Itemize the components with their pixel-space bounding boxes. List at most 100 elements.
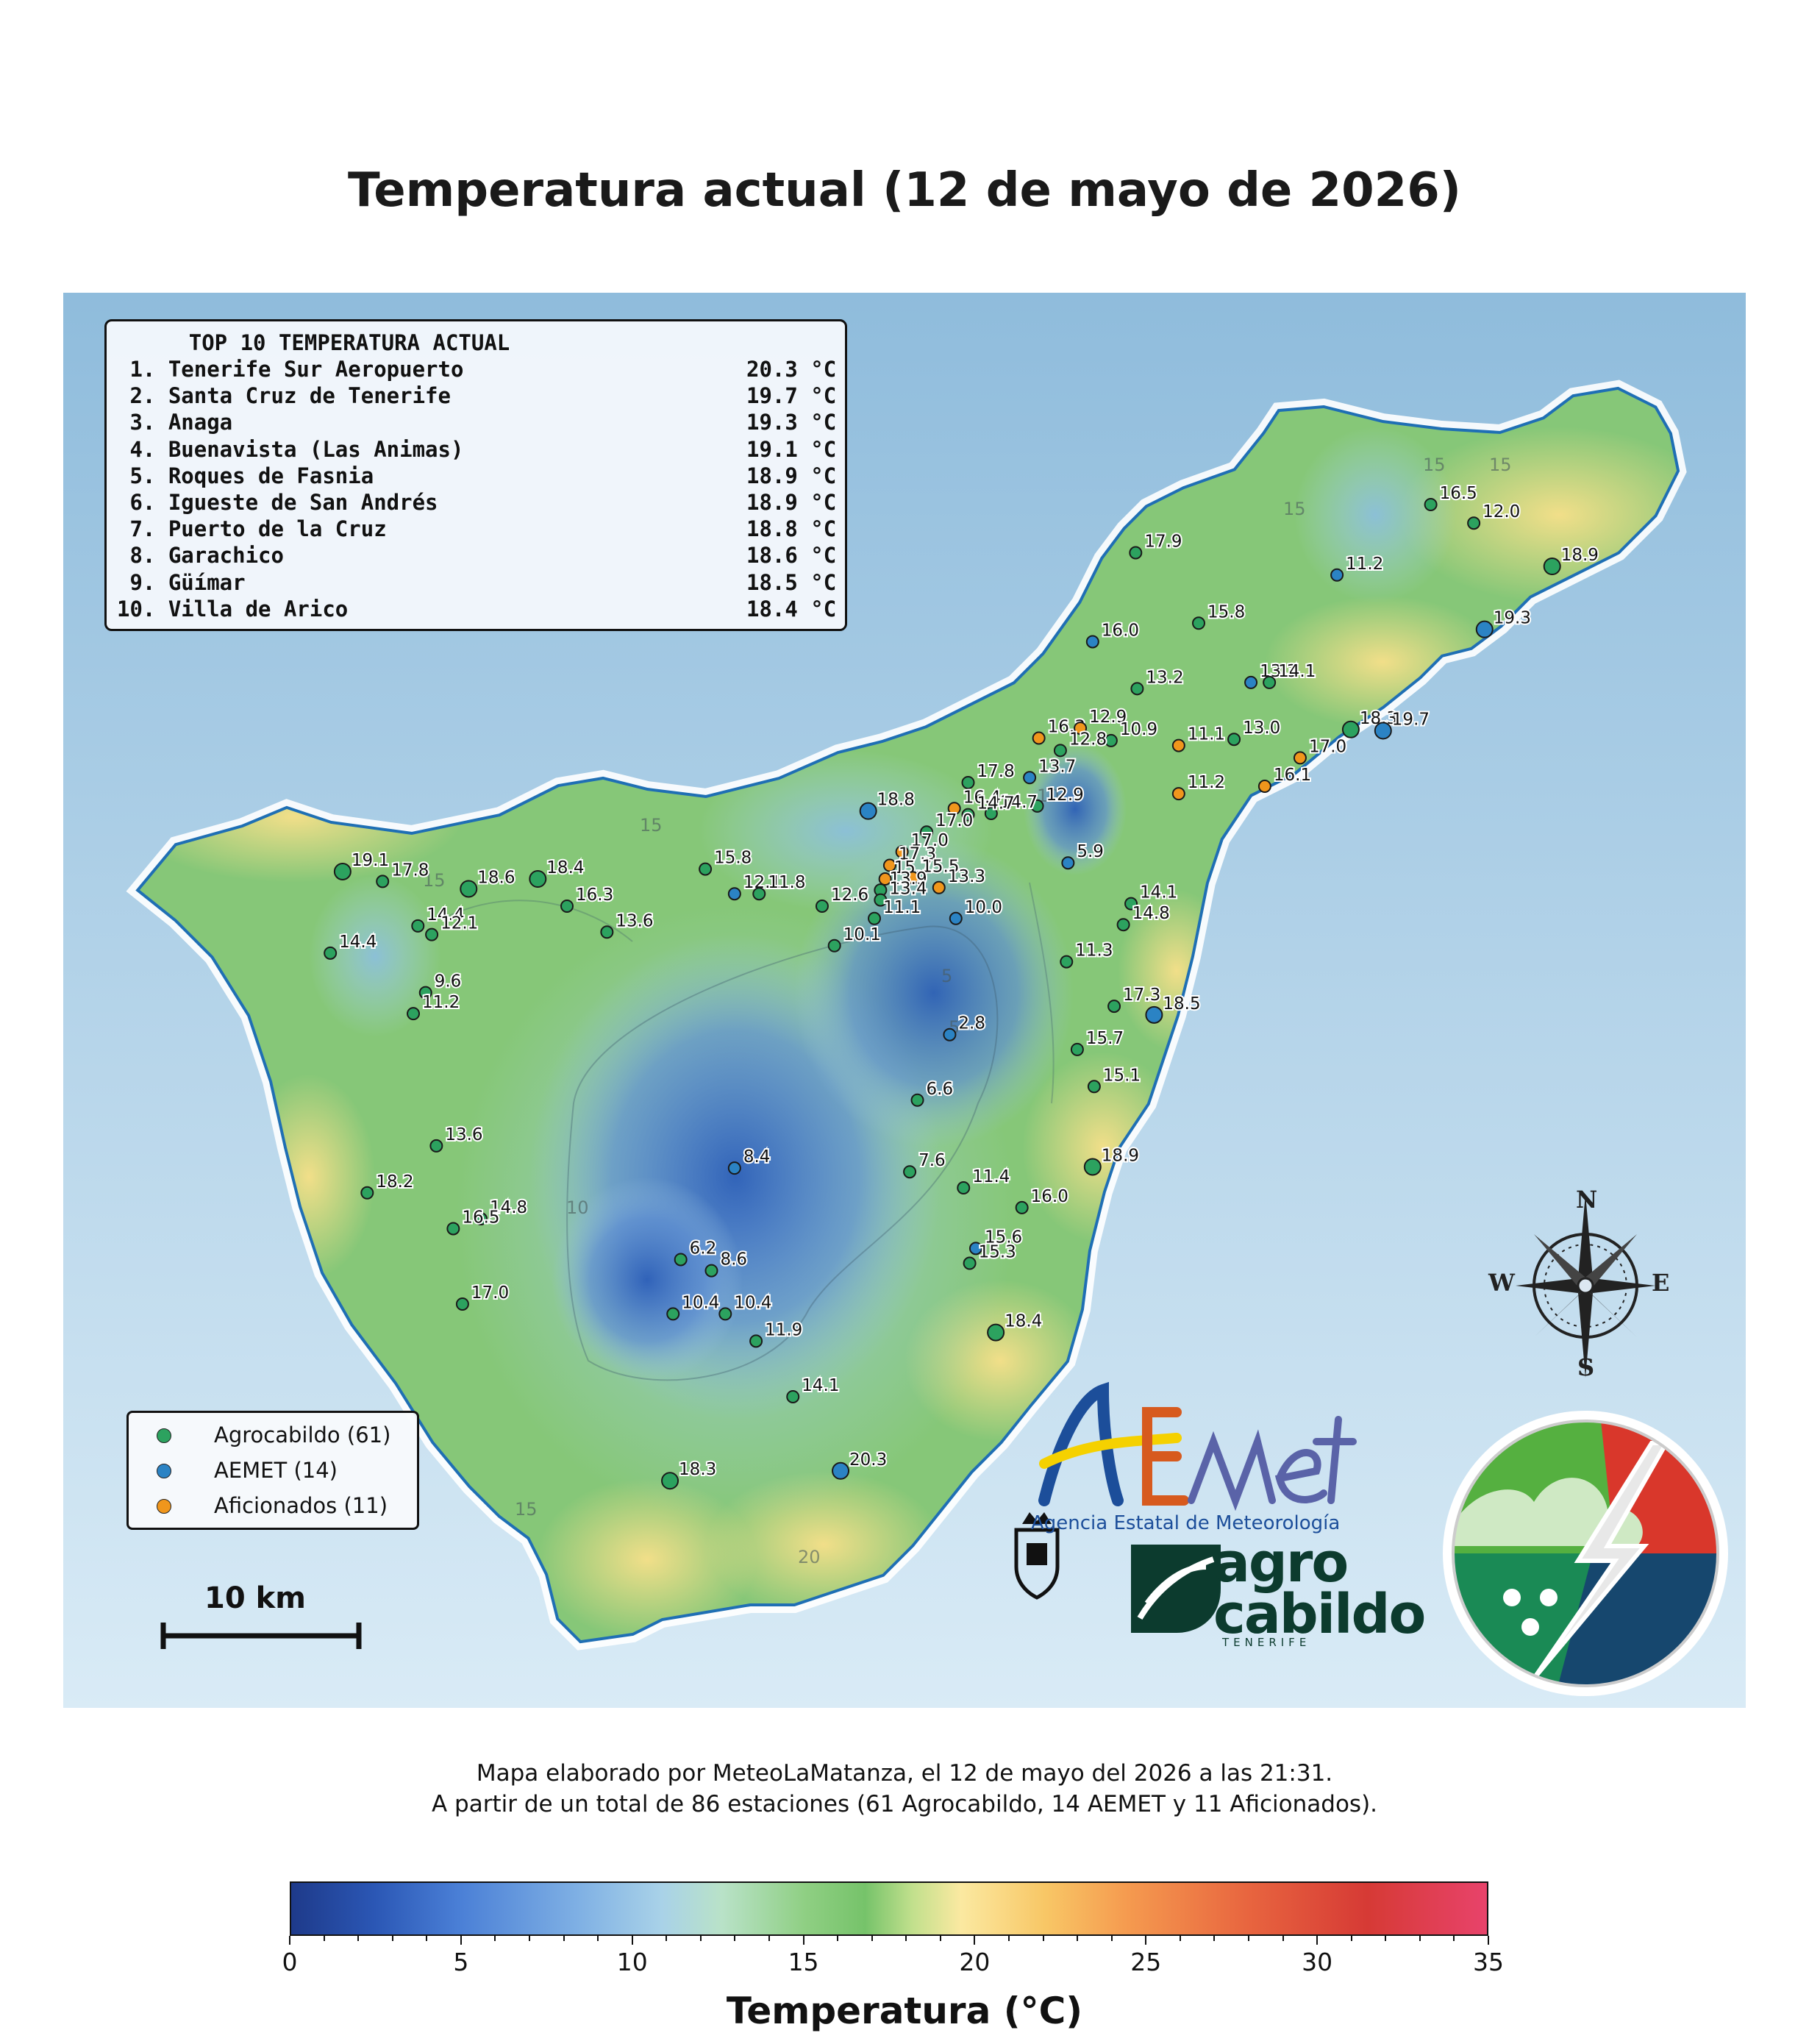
station-temperature-label: 13.6 [445, 1125, 482, 1144]
station-marker [474, 1212, 488, 1226]
station-marker [333, 862, 352, 880]
station-marker [1171, 738, 1185, 752]
station-marker [1227, 733, 1241, 747]
colorbar-minor-tick [1042, 1936, 1044, 1941]
station-temperature-label: 12.1 [440, 914, 478, 933]
station-marker [827, 939, 841, 952]
legend-marker-icon [157, 1464, 171, 1478]
station-temperature-label: 13.0 [1243, 719, 1280, 738]
station-temperature-label: 8.6 [720, 1250, 747, 1270]
contour-label: 15 [515, 1499, 538, 1520]
station-temperature-label: 6.6 [927, 1080, 954, 1099]
station-marker [727, 887, 741, 901]
station-temperature-label: 12.8 [1069, 730, 1107, 749]
station-temperature-label: 15.8 [1207, 602, 1245, 622]
station-marker [529, 870, 547, 889]
top10-station-name: 4. Buenavista (Las Animas) [117, 436, 464, 462]
top10-station-name: 1. Tenerife Sur Aeropuerto [117, 357, 464, 382]
station-temperature-label: 18.6 [477, 868, 515, 887]
colorbar-tick [802, 1936, 804, 1945]
station-marker [903, 1165, 917, 1179]
station-temperature-label: 12.9 [1046, 786, 1084, 805]
station-temperature-label: 16.1 [1274, 766, 1311, 785]
station-marker [1116, 918, 1130, 932]
station-temperature-label: 17.8 [977, 762, 1015, 781]
station-marker [1074, 722, 1088, 736]
station-temperature-label: 18.3 [1360, 709, 1397, 728]
footer-line2: A partir de un total de 86 estaciones (6… [431, 1791, 1378, 1817]
station-temperature-label: 17.8 [391, 861, 429, 880]
colorbar-tick-label: 35 [1473, 1948, 1504, 1976]
station-temperature-label: 12.6 [831, 886, 868, 905]
colorbar-minor-tick [939, 1936, 941, 1941]
colorbar-tick-label: 25 [1130, 1948, 1162, 1976]
station-marker [1130, 682, 1144, 696]
colorbar-minor-tick [1282, 1936, 1284, 1941]
station-temperature-label: 14.7 [1000, 793, 1038, 812]
station-marker [895, 845, 909, 859]
station-temperature-label: 2.8 [958, 1014, 985, 1033]
station-marker [1293, 751, 1307, 765]
station-temperature-label: 15.8 [714, 849, 752, 868]
station-marker [560, 900, 574, 913]
top10-value: 19.3 °C [746, 410, 837, 435]
station-temperature-label: 16.4 [963, 788, 1001, 807]
station-marker [949, 911, 963, 925]
station-temperature-label: 14.1 [802, 1376, 839, 1395]
colorbar-tick-label: 20 [959, 1948, 991, 1976]
station-marker [1085, 635, 1099, 649]
station-marker [324, 946, 338, 960]
station-temperature-label: 14.7 [977, 794, 1015, 813]
station-temperature-label: 17.0 [935, 811, 973, 830]
station-marker [699, 862, 713, 876]
station-temperature-label: 14.8 [490, 1198, 527, 1217]
station-temperature-label: 19.3 [1494, 609, 1531, 628]
colorbar-minor-tick [905, 1936, 907, 1941]
legend-label: Agrocabildo (61) [214, 1422, 391, 1447]
station-marker [455, 1297, 469, 1311]
map-legend: Agrocabildo (61) AEMET (14) Aficionados (1… [126, 1411, 419, 1530]
contour-label: 5 [941, 966, 952, 986]
station-marker [446, 1222, 460, 1236]
colorbar-minor-tick [323, 1936, 325, 1941]
station-temperature-label: 15.1 [1103, 1066, 1141, 1085]
station-marker [859, 802, 877, 820]
colorbar-minor-tick [1248, 1936, 1249, 1941]
stations: 16.5 12.0 18.9 11.2 19.3 17.9 15.8 16.0 13.2 13.3… [324, 482, 1600, 1490]
station-temperature-label: 11.3 [1075, 941, 1113, 961]
colorbar-minor-tick [1077, 1936, 1079, 1941]
contour-label: 15 [1423, 455, 1446, 475]
station-temperature-label: 6.2 [690, 1239, 717, 1258]
top10-value: 18.5 °C [746, 569, 837, 595]
station-temperature-label: 11.2 [1346, 555, 1383, 574]
colorbar-minor-tick [529, 1936, 530, 1941]
station-marker [1244, 675, 1258, 689]
station-marker [968, 1242, 982, 1256]
footer-line1: Mapa elaborado por MeteoLaMatanza, el 12… [476, 1760, 1333, 1787]
top10-value: 18.6 °C [746, 543, 837, 569]
station-marker [1171, 787, 1185, 801]
colorbar-minor-tick [1350, 1936, 1352, 1941]
station-temperature-label: 13.4 [889, 880, 927, 899]
station-temperature-label: 11.1 [1188, 725, 1225, 744]
station-temperature-label: 18.4 [546, 858, 584, 877]
colorbar-tick-label: 5 [453, 1948, 469, 1976]
station-temperature-label: 10.4 [734, 1293, 771, 1312]
station-temperature-label: 18.4 [1005, 1312, 1042, 1331]
colorbar-minor-tick [1419, 1936, 1421, 1941]
station-marker [727, 1161, 741, 1175]
station-temperature-label: 11.1 [883, 898, 921, 917]
station-temperature-label: 14.4 [339, 933, 377, 952]
station-temperature-label: 18.5 [1163, 994, 1200, 1014]
colorbar [290, 1881, 1488, 1936]
contour-label: 15 [1489, 455, 1512, 475]
colorbar-minor-tick [426, 1936, 428, 1941]
legend-marker-icon [157, 1499, 171, 1514]
station-marker [407, 1007, 421, 1021]
station-marker [1015, 1200, 1029, 1214]
footer-note: Mapa elaborado por MeteoLaMatanza, el 12… [0, 1758, 1809, 1820]
station-marker [1257, 780, 1271, 794]
station-marker [961, 776, 975, 789]
